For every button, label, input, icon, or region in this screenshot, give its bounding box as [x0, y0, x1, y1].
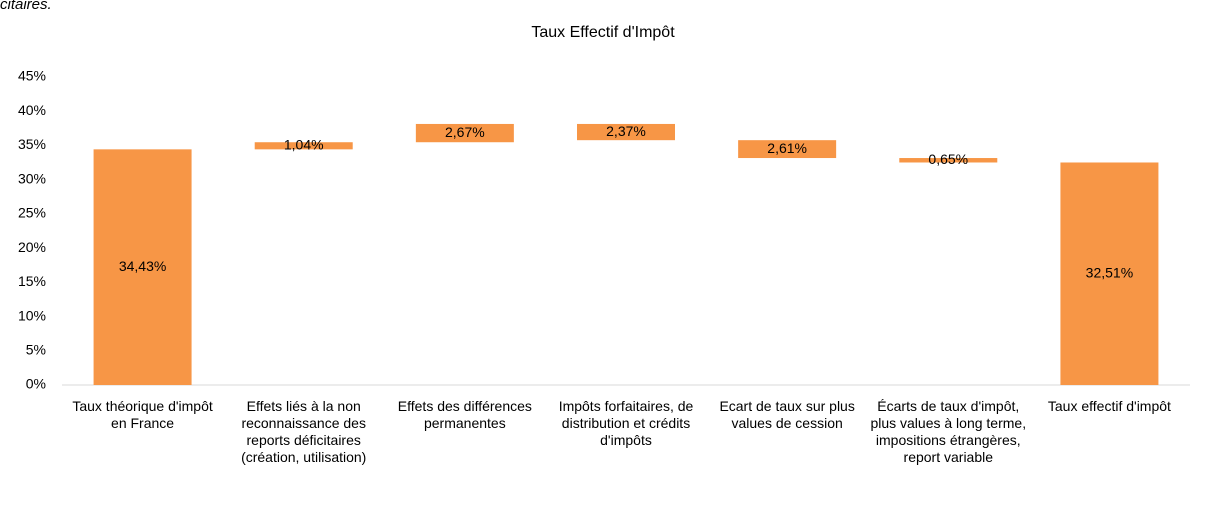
y-tick-label: 40%: [18, 102, 46, 118]
data-label: 34,43%: [119, 258, 166, 274]
data-label: 32,51%: [1086, 264, 1133, 280]
chart-title: Taux Effectif d'Impôt: [531, 24, 675, 41]
y-tick-label: 20%: [18, 239, 46, 255]
y-tick-label: 10%: [18, 307, 46, 323]
note: citaires.: [0, 0, 52, 13]
x-tick-label: Effets liés à la non reconnaissance des …: [241, 398, 367, 465]
y-tick-label: 35%: [18, 136, 46, 152]
data-label: 2,37%: [606, 123, 646, 139]
x-tick-label: Ecart de taux sur plus values de cession: [719, 398, 855, 431]
bar: [899, 158, 998, 163]
x-tick-label: Taux théorique d'impôt en France: [72, 398, 213, 431]
data-label: 1,04%: [284, 136, 324, 152]
bar: [415, 123, 514, 143]
data-label: 0,65%: [928, 151, 968, 167]
x-tick-label: Effets des différences permanentes: [397, 398, 532, 431]
y-tick-label: 0%: [26, 376, 46, 392]
y-tick-label: 15%: [18, 273, 46, 289]
x-tick-label: Écarts de taux d'impôt, plus values à lo…: [870, 398, 1027, 465]
y-tick-label: 30%: [18, 170, 46, 186]
y-tick-label: 45%: [18, 68, 46, 84]
y-tick-label: 5%: [26, 341, 46, 357]
y-tick-label: 25%: [18, 205, 46, 221]
bar: [1060, 162, 1159, 385]
x-tick-label: Taux effectif d'impôt: [1047, 398, 1171, 414]
bar: [577, 123, 675, 141]
data-label: 2,67%: [445, 124, 485, 140]
bar: [254, 142, 353, 150]
bar: [93, 149, 192, 385]
data-label: 2,61%: [767, 140, 807, 156]
bar: [738, 140, 837, 159]
x-tick-label: Impôts forfaitaires, de distribution et …: [558, 398, 694, 448]
